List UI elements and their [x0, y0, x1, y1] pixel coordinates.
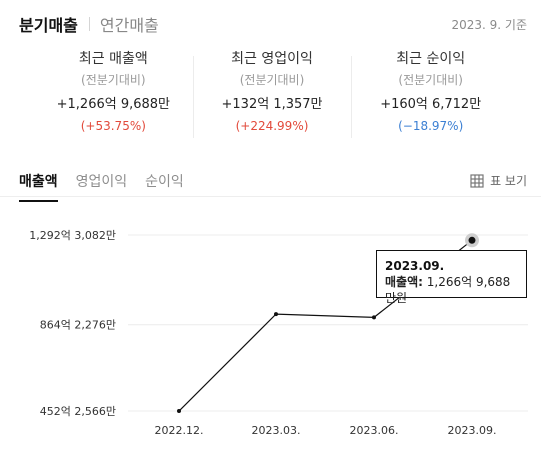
summary-panel: 최근 매출액 (전분기대비) +1,266억 9,688만 (+53.75%) … [34, 50, 510, 140]
summary-net-income: 최근 순이익 (전분기대비) +160억 6,712만 (−18.97%) [351, 50, 510, 140]
summary-value: +160억 6,712만 [380, 97, 482, 112]
tooltip-date: 2023.09. [385, 259, 445, 273]
x-tick-label: 2023.06. [350, 424, 399, 437]
tab-net-income[interactable]: 순이익 [145, 174, 184, 190]
x-tick-label: 2023.03. [252, 424, 301, 437]
chart-tabs: 매출액 영업이익 순이익 [19, 171, 184, 202]
summary-change: (+224.99%) [235, 119, 309, 133]
tab-revenue[interactable]: 매출액 [19, 171, 58, 202]
data-point [468, 236, 476, 244]
tooltip-label: 매출액: [385, 275, 423, 289]
summary-revenue: 최근 매출액 (전분기대비) +1,266억 9,688만 (+53.75%) [34, 50, 193, 140]
data-point [274, 312, 278, 317]
summary-value: +1,266억 9,688만 [56, 97, 171, 112]
summary-subtitle: (전분기대비) [81, 73, 146, 87]
table-view-label: 표 보기 [490, 174, 527, 188]
data-point [372, 315, 376, 320]
chart-tooltip: 2023.09. 매출액: 1,266억 9,688만원 [376, 250, 527, 305]
summary-title: 최근 순이익 [396, 51, 466, 67]
summary-subtitle: (전분기대비) [239, 73, 305, 87]
period-tabs: 분기매출 연간매출 [19, 12, 159, 36]
chart-divider [0, 196, 541, 197]
as-of-date: 2023. 9. 기준 [451, 18, 527, 32]
x-tick-label: 2023.09. [448, 424, 497, 437]
summary-change: (+53.75%) [80, 119, 146, 133]
table-view-button[interactable]: 표 보기 [470, 172, 527, 189]
tooltip-row: 매출액: 1,266억 9,688만원 [385, 274, 518, 306]
tab-divider [88, 17, 90, 31]
x-tick-label: 2022.12. [155, 424, 204, 437]
summary-operating-income: 최근 영업이익 (전분기대비) +132억 1,357만 (+224.99%) [192, 50, 352, 140]
summary-value: +132억 1,357만 [221, 97, 323, 112]
summary-title: 최근 영업이익 [231, 51, 313, 67]
summary-change: (−18.97%) [398, 119, 464, 133]
summary-subtitle: (전분기대비) [398, 73, 463, 87]
y-tick-label: 1,292억 3,082만 [29, 229, 116, 242]
tab-operating-income[interactable]: 영업이익 [75, 174, 128, 190]
y-tick-label: 864억 2,276만 [40, 319, 116, 332]
tab-quarterly-sales[interactable]: 분기매출 [19, 16, 78, 35]
tab-annual-sales[interactable]: 연간매출 [99, 16, 159, 35]
y-tick-label: 452억 2,566만 [40, 405, 116, 418]
data-point [177, 409, 181, 414]
tooltip-value: 1,266억 9,688만원 [385, 275, 511, 305]
table-icon [470, 173, 484, 188]
summary-title: 최근 매출액 [78, 51, 148, 67]
